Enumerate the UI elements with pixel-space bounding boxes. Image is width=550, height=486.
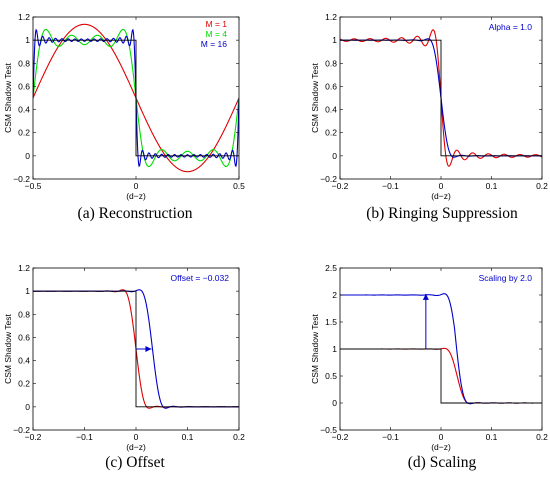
x-tick-label: 0.1 bbox=[486, 432, 498, 442]
y-tick-label: 1 bbox=[25, 35, 30, 45]
y-tick-label: 0.4 bbox=[325, 105, 337, 115]
x-tick-label: 0.5 bbox=[233, 181, 245, 191]
y-tick-label: −0.5 bbox=[320, 425, 337, 435]
panel-c: −0.2 −0.1 0 0.1 0.2−0.200.20.40.60.811.2(d−z… bbox=[3, 263, 245, 471]
y-tick-label: 1 bbox=[332, 344, 337, 354]
x-tick-label: −0.1 bbox=[382, 432, 399, 442]
y-tick-label: 0.6 bbox=[18, 81, 30, 91]
annotation-text: Scaling by 2.0 bbox=[479, 273, 533, 283]
y-axis-label: CSM Shadow Test bbox=[310, 313, 320, 383]
y-tick-label: 0.6 bbox=[18, 332, 30, 342]
panel-caption: (d) Scaling bbox=[408, 454, 477, 471]
y-tick-label: −0.2 bbox=[13, 425, 30, 435]
y-tick-label: 1.2 bbox=[325, 12, 337, 22]
y-tick-label: 0.6 bbox=[325, 81, 337, 91]
panel-a: −0.5 0 0.5−0.200.20.40.60.811.2(d−z)CSM Sh… bbox=[3, 12, 245, 222]
y-tick-label: −0.2 bbox=[13, 174, 30, 184]
y-tick-label: 0.4 bbox=[18, 356, 30, 366]
x-tick-label: 0 bbox=[439, 432, 444, 442]
panel-b: −0.2 −0.1 0 0.1 0.2−0.200.20.40.60.811.2(d−z… bbox=[310, 12, 548, 222]
legend-entry: M = 16 bbox=[201, 39, 227, 49]
x-axis-label: (d−z) bbox=[126, 191, 146, 201]
x-tick-label: −0.1 bbox=[382, 181, 399, 191]
x-tick-label: 0 bbox=[134, 181, 139, 191]
annotation-text: Offset = −0.032 bbox=[171, 273, 230, 283]
x-tick-label: 0 bbox=[439, 181, 444, 191]
y-tick-label: 0.2 bbox=[325, 128, 337, 138]
y-axis-label: CSM Shadow Test bbox=[3, 62, 13, 132]
y-axis-label: CSM Shadow Test bbox=[310, 62, 320, 132]
y-tick-label: 0.5 bbox=[325, 371, 337, 381]
y-tick-label: 0.2 bbox=[18, 379, 30, 389]
y-tick-label: 0.8 bbox=[18, 58, 30, 68]
y-tick-label: 1 bbox=[332, 35, 337, 45]
y-tick-label: 0.2 bbox=[18, 128, 30, 138]
y-tick-label: 0.8 bbox=[325, 58, 337, 68]
y-tick-label: 0 bbox=[332, 398, 337, 408]
x-tick-label: 0 bbox=[134, 432, 139, 442]
y-tick-label: −0.2 bbox=[320, 174, 337, 184]
x-tick-label: 0.2 bbox=[536, 432, 548, 442]
y-tick-label: 1 bbox=[25, 286, 30, 296]
series-line-2 bbox=[340, 349, 542, 403]
annotation-text: Alpha = 1.0 bbox=[489, 22, 533, 32]
y-tick-label: 0 bbox=[25, 151, 30, 161]
panel-caption: (b) Ringing Suppression bbox=[366, 205, 518, 222]
y-tick-label: 0 bbox=[25, 402, 30, 412]
y-tick-label: 2 bbox=[332, 290, 337, 300]
y-axis-label: CSM Shadow Test bbox=[3, 313, 13, 383]
series-line-3 bbox=[33, 40, 239, 156]
y-tick-label: 0 bbox=[332, 151, 337, 161]
y-tick-label: 1.5 bbox=[325, 317, 337, 327]
arrow-head bbox=[145, 346, 151, 352]
y-tick-label: 0.8 bbox=[18, 309, 30, 319]
panel-d: −0.2 −0.1 0 0.1 0.2−0.500.511.522.5(d−z)CSM … bbox=[310, 263, 548, 471]
panel-caption: (c) Offset bbox=[105, 454, 165, 471]
y-tick-label: 1.2 bbox=[18, 263, 30, 273]
x-axis-label: (d−z) bbox=[431, 442, 451, 452]
y-tick-label: 1.2 bbox=[18, 12, 30, 22]
panel-caption: (a) Reconstruction bbox=[78, 205, 193, 222]
x-tick-label: 0.1 bbox=[182, 432, 194, 442]
legend-entry: M = 4 bbox=[206, 29, 228, 39]
x-axis-label: (d−z) bbox=[431, 191, 451, 201]
y-tick-label: 0.4 bbox=[18, 105, 30, 115]
x-tick-label: 0.1 bbox=[486, 181, 498, 191]
legend-entry: M = 1 bbox=[206, 19, 228, 29]
series-line-2 bbox=[340, 40, 542, 156]
x-tick-label: −0.1 bbox=[76, 432, 93, 442]
x-tick-label: 0.2 bbox=[233, 432, 245, 442]
x-tick-label: 0.2 bbox=[536, 181, 548, 191]
x-axis-label: (d−z) bbox=[126, 442, 146, 452]
y-tick-label: 2.5 bbox=[325, 263, 337, 273]
